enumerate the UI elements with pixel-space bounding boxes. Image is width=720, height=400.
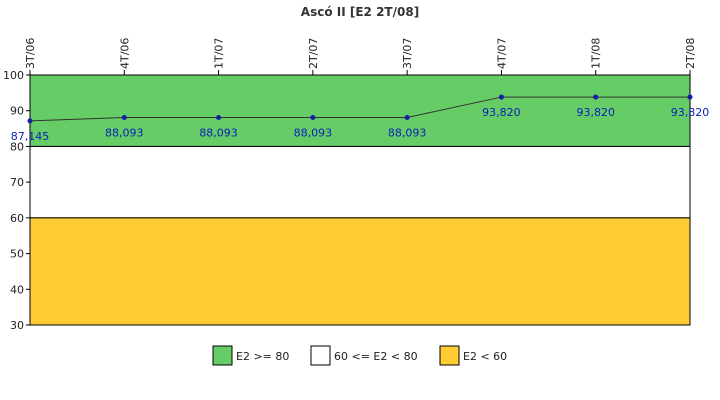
x-tick-label: 4T/07 <box>495 38 508 69</box>
data-label: 93,820 <box>576 106 615 119</box>
x-tick-label: 1T/07 <box>213 38 226 69</box>
y-tick-label: 60 <box>10 212 24 225</box>
y-tick-label: 80 <box>10 140 24 153</box>
threshold-bands <box>29 74 691 326</box>
legend-label-2: E2 < 60 <box>463 350 507 363</box>
legend-label-0: E2 >= 80 <box>236 350 289 363</box>
series-line <box>29 96 690 122</box>
data-point <box>404 115 410 121</box>
series-layer: 87,145 88,093 88,093 88,093 88,093 93,820 93,8… <box>11 94 710 143</box>
data-label: 93,820 <box>482 106 521 119</box>
chart-title: Ascó II [E2 2T/08] <box>301 5 419 19</box>
x-tick-label: 4T/06 <box>118 38 131 69</box>
data-label: 88,093 <box>294 127 333 140</box>
y-tick-label: 50 <box>10 248 24 261</box>
y-tick-label: 70 <box>10 176 24 189</box>
data-point <box>216 115 222 121</box>
legend-swatch-1 <box>310 345 331 366</box>
legend-label-1: 60 <= E2 < 80 <box>334 350 418 363</box>
x-tick-label: 2T/08 <box>684 38 697 69</box>
data-label: 88,093 <box>388 127 427 140</box>
data-point <box>498 94 504 100</box>
data-point <box>593 94 599 100</box>
legend-swatch-0 <box>212 345 233 366</box>
data-label: 87,145 <box>11 130 50 143</box>
x-tick-label: 1T/08 <box>590 38 603 69</box>
y-tick-label: 40 <box>10 283 24 296</box>
data-label: 93,820 <box>671 106 710 119</box>
data-point <box>27 118 33 124</box>
y-tick-label: 90 <box>10 105 24 118</box>
threshold-band-1 <box>29 145 691 219</box>
data-point <box>310 115 316 121</box>
threshold-band-2 <box>29 217 691 326</box>
data-label: 88,093 <box>199 127 238 140</box>
y-tick-label: 100 <box>3 69 24 82</box>
data-label: 88,093 <box>105 127 144 140</box>
x-tick-label: 3T/06 <box>24 38 37 69</box>
legend: E2 >= 80 60 <= E2 < 80 E2 < 60 <box>212 345 507 366</box>
threshold-band-0 <box>29 74 691 147</box>
data-point <box>687 94 693 100</box>
legend-swatch-2 <box>439 345 460 366</box>
x-tick-label: 3T/07 <box>401 38 414 69</box>
y-tick-label: 30 <box>10 319 24 332</box>
x-tick-label: 2T/07 <box>307 38 320 69</box>
data-point <box>121 115 127 121</box>
